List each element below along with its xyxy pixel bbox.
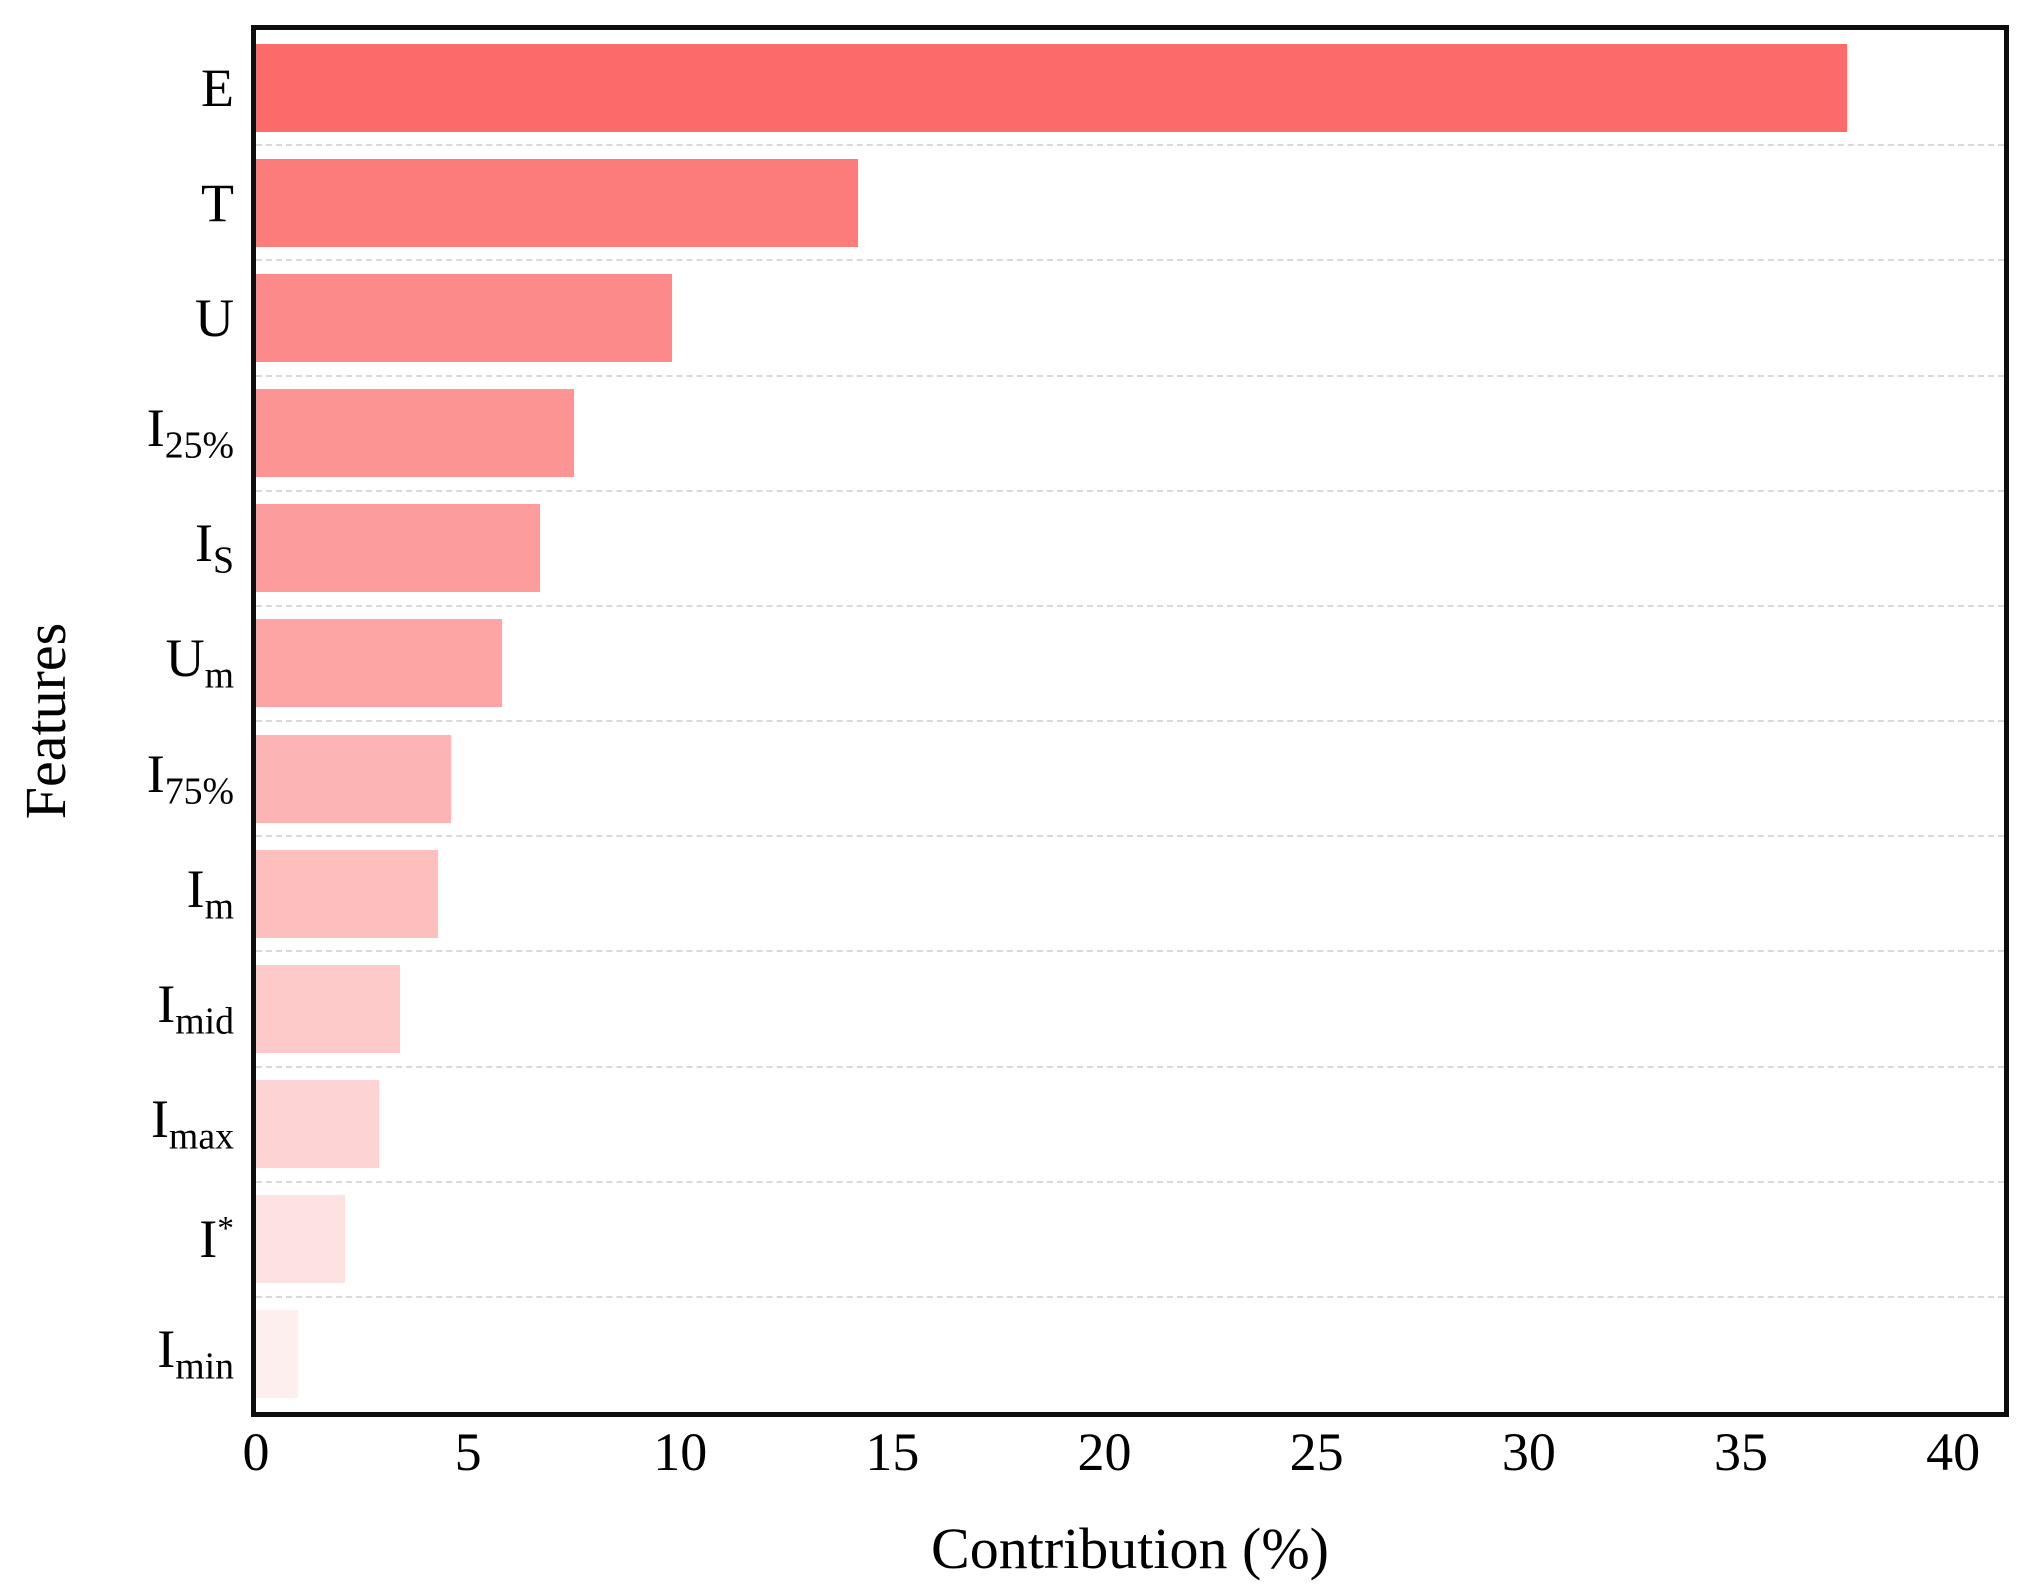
category-label-subscript: m [204, 654, 234, 697]
category-label-text: I [146, 398, 165, 459]
bar-t [256, 158, 859, 247]
category-label-text: E [201, 57, 234, 118]
category-label: I25% [0, 401, 234, 465]
bar-imax [256, 1080, 380, 1169]
x-tick-label: 30 [1501, 1422, 1556, 1482]
x-tick-label: 35 [1713, 1422, 1768, 1482]
category-label-text: I [194, 513, 213, 574]
gridline [256, 835, 2004, 838]
category-label: Imin [0, 1322, 234, 1386]
category-label: Um [0, 631, 234, 695]
category-label-superscript: * [217, 1210, 234, 1248]
category-label: IS [0, 516, 234, 580]
x-tick-label: 40 [1926, 1422, 1981, 1482]
category-label-text: U [195, 287, 234, 348]
category-label: Im [0, 862, 234, 926]
bar-u [256, 273, 672, 362]
bar-istar [256, 1195, 346, 1284]
category-label-subscript: 75% [164, 769, 234, 812]
category-label: Imid [0, 977, 234, 1041]
category-label-text: T [201, 172, 234, 233]
bar-is [256, 504, 541, 593]
category-label-subscript: max [168, 1115, 234, 1158]
gridline [256, 604, 2004, 607]
category-label-text: I [157, 1319, 176, 1380]
gridline [256, 374, 2004, 377]
plot-area [251, 25, 2009, 1417]
gridline [256, 144, 2004, 147]
gridline [256, 1180, 2004, 1183]
x-tick-label: 0 [242, 1422, 270, 1482]
category-label-text: I [157, 973, 176, 1034]
x-tick-label: 10 [653, 1422, 708, 1482]
category-label-subscript: min [175, 1345, 234, 1388]
bar-imid [256, 964, 401, 1053]
category-label-subscript: S [212, 539, 234, 582]
gridline [256, 1295, 2004, 1298]
category-label-subscript: m [204, 885, 234, 928]
category-label-subscript: 25% [164, 424, 234, 467]
bar-e [256, 43, 1848, 132]
x-tick-label: 15 [865, 1422, 920, 1482]
gridline [256, 1065, 2004, 1068]
category-label: U [0, 291, 234, 345]
bar-imin [256, 1310, 299, 1399]
bar-i75% [256, 734, 452, 823]
category-label: I75% [0, 747, 234, 811]
category-label-text: I [150, 1089, 169, 1150]
gridline [256, 259, 2004, 262]
category-label-subscript: mid [175, 1000, 234, 1043]
gridline [256, 720, 2004, 722]
x-tick-label: 20 [1077, 1422, 1132, 1482]
category-label-text: U [165, 628, 205, 689]
category-label: T [0, 176, 234, 230]
bar-im [256, 849, 439, 938]
x-axis-title: Contribution (%) [931, 1516, 1329, 1581]
category-label: I* [0, 1209, 234, 1270]
bar-i25% [256, 389, 575, 478]
x-tick-label: 25 [1289, 1422, 1344, 1482]
x-tick-label: 5 [454, 1422, 482, 1482]
gridline [256, 950, 2004, 953]
bar-um [256, 619, 503, 708]
category-label-text: I [186, 858, 205, 919]
category-label-text: I [146, 743, 165, 804]
gridline [256, 489, 2004, 492]
category-label: Imax [0, 1092, 234, 1156]
category-label-text: I [199, 1209, 218, 1270]
category-label: E [0, 61, 234, 115]
